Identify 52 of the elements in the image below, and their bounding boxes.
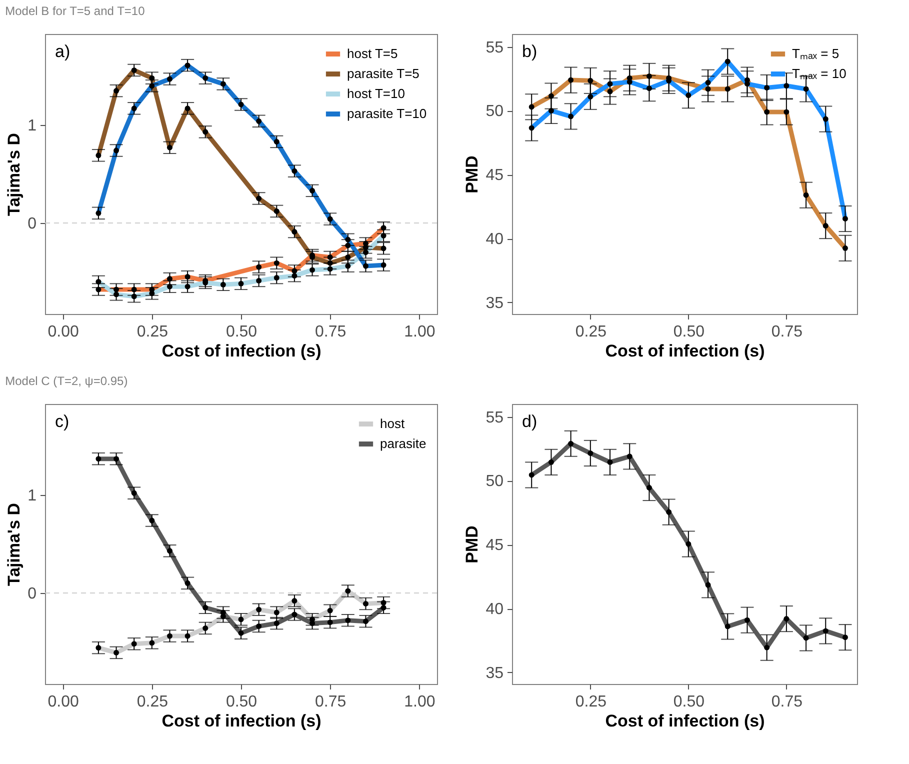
legend-label: host T=5: [347, 46, 398, 61]
y-tick-label: 40: [486, 231, 504, 248]
y-tick-label: 45: [486, 537, 504, 554]
x-tick-label: 0.25: [575, 694, 607, 710]
y-tick-label: 35: [486, 664, 504, 682]
legend-label: parasite T=5: [347, 66, 420, 81]
x-tick-label: 0.75: [315, 694, 346, 710]
legend-label: Tₘₐₓ = 5: [792, 46, 840, 61]
x-tick-label: 0.25: [136, 694, 168, 710]
x-tick-label: 1.00: [404, 324, 436, 340]
x-tick-label: 0.25: [136, 324, 168, 340]
x-tick-label: 0.75: [771, 694, 803, 710]
x-tick-label: 0.75: [771, 324, 803, 340]
y-tick-label: 55: [486, 409, 504, 426]
x-axis-title: Cost of infection (s): [162, 712, 322, 730]
annotation: a): [55, 42, 70, 61]
x-tick-label: 0.25: [575, 324, 607, 340]
y-axis-title: Tajima's D: [4, 132, 24, 216]
y-tick-label: 45: [486, 167, 504, 184]
y-axis-title: Tajima's D: [4, 502, 24, 586]
y-tick-label: 50: [486, 103, 504, 120]
x-tick-label: 0.50: [226, 324, 258, 340]
y-axis-title: PMD: [462, 156, 482, 194]
x-tick-label: 1.00: [404, 694, 436, 710]
x-tick-label: 0.00: [48, 694, 79, 710]
chart-title: Model C (T=2, ψ=0.95): [5, 374, 128, 388]
y-axis-title: PMD: [462, 526, 482, 564]
y-tick-label: 0: [28, 585, 37, 602]
annotation: b): [522, 42, 538, 61]
x-axis-title: Cost of infection (s): [605, 712, 765, 730]
x-axis-title: Cost of infection (s): [162, 342, 322, 360]
legend-label: host T=10: [347, 86, 405, 101]
legend-label: parasite T=10: [347, 106, 427, 121]
x-tick-label: 0.00: [48, 324, 79, 340]
annotation: c): [55, 412, 70, 431]
x-tick-label: 0.75: [315, 324, 346, 340]
x-tick-label: 0.50: [226, 694, 258, 710]
y-tick-label: 55: [486, 39, 504, 56]
x-axis-title: Cost of infection (s): [605, 342, 765, 360]
y-tick-label: 35: [486, 294, 504, 312]
y-tick-label: 40: [486, 601, 504, 618]
legend-label: parasite: [380, 436, 426, 451]
y-tick-label: 50: [486, 473, 504, 490]
legend-label: host: [380, 416, 405, 431]
x-tick-label: 0.50: [673, 324, 705, 340]
y-tick-label: 1: [28, 488, 37, 505]
y-tick-label: 1: [28, 118, 37, 135]
y-tick-label: 0: [28, 215, 37, 232]
annotation: d): [522, 412, 538, 431]
legend-label: Tₘₐₓ = 10: [792, 66, 846, 81]
x-tick-label: 0.50: [673, 694, 705, 710]
chart-title: Model B for T=5 and T=10: [5, 4, 146, 18]
